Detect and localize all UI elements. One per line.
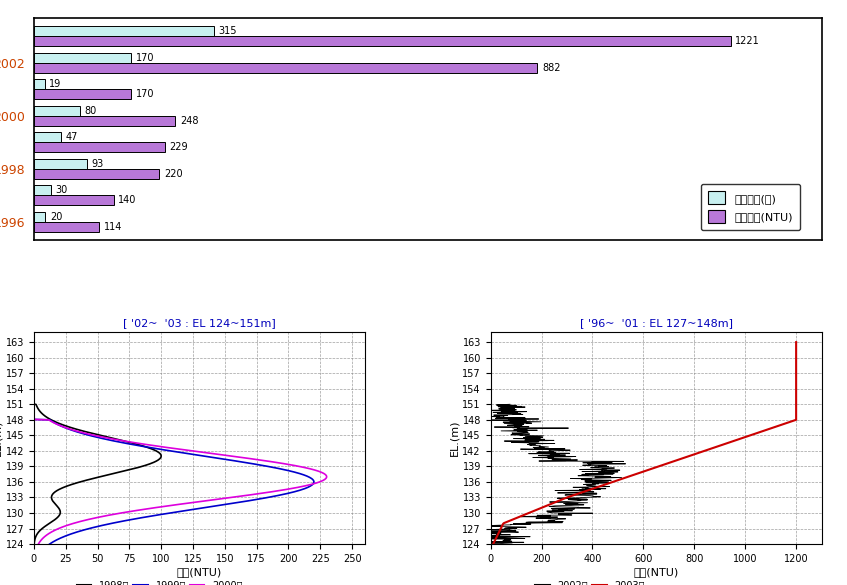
1998년 xyxy=(29,541,39,548)
2002년 xyxy=(521,524,531,531)
Title: [ '02~  '03 : EL 124~151m]: [ '02~ '03 : EL 124~151m] xyxy=(123,318,276,328)
Bar xyxy=(34,212,45,222)
1998년 xyxy=(29,339,39,346)
Line: 1998년: 1998년 xyxy=(34,342,161,544)
2003년 xyxy=(791,357,801,364)
Text: 80: 80 xyxy=(84,106,97,116)
Line: 2003년: 2003년 xyxy=(493,342,796,544)
2000년 xyxy=(158,443,168,450)
Text: 114: 114 xyxy=(103,222,122,232)
Text: 882: 882 xyxy=(542,63,561,73)
1999년 xyxy=(45,541,55,548)
Text: 140: 140 xyxy=(119,195,136,205)
Bar xyxy=(34,106,80,116)
Bar xyxy=(34,169,159,179)
Legend: 1998년, 1999년, 2000년: 1998년, 1999년, 2000년 xyxy=(73,576,246,585)
2002년 xyxy=(507,439,517,446)
Legend: 2002년, 2003년: 2002년, 2003년 xyxy=(531,576,649,585)
1998년 xyxy=(29,343,39,350)
Y-axis label: EL.(m): EL.(m) xyxy=(0,419,3,456)
2000년 xyxy=(29,343,39,350)
Text: 19: 19 xyxy=(49,79,62,89)
Text: 30: 30 xyxy=(56,185,68,195)
Text: 220: 220 xyxy=(164,169,183,179)
Text: 93: 93 xyxy=(91,159,104,168)
Bar xyxy=(34,53,131,63)
Bar xyxy=(34,222,99,232)
2002년 xyxy=(572,495,582,502)
1998년 xyxy=(145,445,155,452)
2003년 xyxy=(777,421,787,428)
Title: [ '96~  '01 : EL 127~148m]: [ '96~ '01 : EL 127~148m] xyxy=(579,318,733,328)
Text: 170: 170 xyxy=(136,90,154,99)
X-axis label: 탁도(NTU): 탁도(NTU) xyxy=(177,566,222,577)
Text: 229: 229 xyxy=(169,142,188,152)
1999년 xyxy=(52,421,62,428)
Text: 315: 315 xyxy=(219,26,237,36)
Bar xyxy=(34,159,87,169)
2002년 xyxy=(505,401,515,408)
1999년 xyxy=(29,343,39,350)
1999년 xyxy=(29,339,39,346)
Bar xyxy=(34,132,61,142)
1999년 xyxy=(141,443,152,450)
2000년 xyxy=(51,421,61,428)
Bar xyxy=(34,142,164,152)
2002년 xyxy=(507,541,518,548)
Text: 1221: 1221 xyxy=(735,36,760,46)
Text: 47: 47 xyxy=(65,132,78,142)
Bar xyxy=(34,195,113,205)
2000년 xyxy=(29,375,39,382)
2002년 xyxy=(601,485,611,492)
1998년 xyxy=(29,375,39,382)
2003년 xyxy=(791,370,801,377)
Bar xyxy=(34,36,731,46)
1999년 xyxy=(29,375,39,382)
X-axis label: 탁도(NTU): 탁도(NTU) xyxy=(634,566,678,577)
2002년 xyxy=(523,440,534,447)
2003년 xyxy=(489,540,499,547)
2000년 xyxy=(86,431,97,438)
Text: 170: 170 xyxy=(136,53,154,63)
2002년 xyxy=(543,453,553,460)
2000년 xyxy=(29,339,39,346)
Line: 2002년: 2002년 xyxy=(490,404,626,544)
2003년 xyxy=(789,417,800,424)
Bar xyxy=(34,26,213,36)
2003년 xyxy=(791,339,801,346)
Text: 20: 20 xyxy=(50,212,62,222)
2000년 xyxy=(33,541,43,548)
Legend: 발생일수(일), 최고탁도(NTU): 발생일수(일), 최고탁도(NTU) xyxy=(700,184,800,230)
1999년 xyxy=(82,431,92,438)
1998년 xyxy=(55,421,65,428)
1998년 xyxy=(141,443,151,450)
2003년 xyxy=(488,541,498,548)
Y-axis label: EL.(m): EL.(m) xyxy=(450,419,459,456)
1999년 xyxy=(148,445,158,452)
Bar xyxy=(34,116,175,126)
Line: 2000년: 2000년 xyxy=(34,342,327,544)
2000년 xyxy=(167,445,177,452)
Text: 248: 248 xyxy=(180,116,198,126)
1998년 xyxy=(93,431,103,438)
Bar xyxy=(34,79,45,89)
Bar xyxy=(34,185,51,195)
Bar xyxy=(34,89,131,99)
2003년 xyxy=(779,421,789,428)
Line: 1999년: 1999년 xyxy=(34,342,314,544)
Bar xyxy=(34,63,537,73)
